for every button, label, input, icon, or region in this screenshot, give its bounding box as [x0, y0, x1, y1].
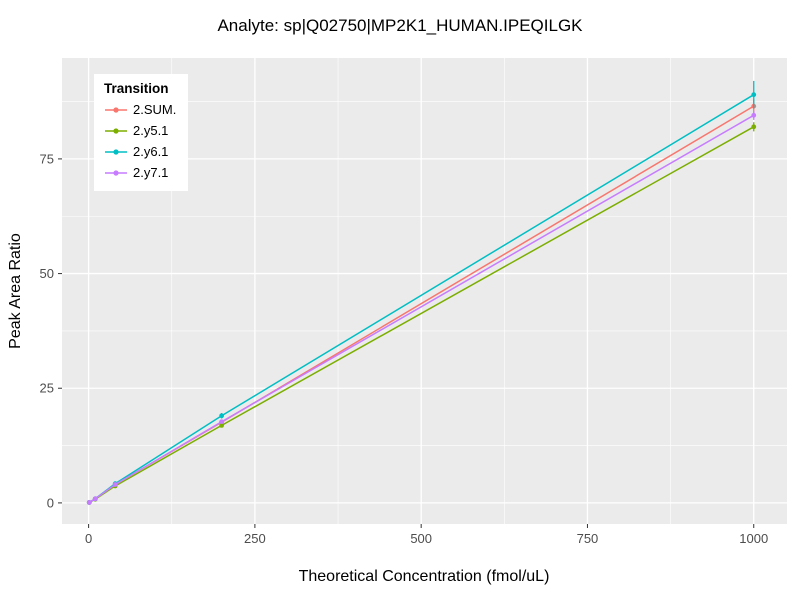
- x-axis-title: Theoretical Concentration (fmol/uL): [299, 568, 550, 585]
- data-point: [751, 124, 757, 130]
- data-point: [751, 92, 757, 98]
- data-point: [92, 496, 98, 502]
- legend-items: 2.SUM. 2.y5.1 2.y6.1 2.y7.1: [104, 99, 176, 183]
- data-point: [86, 500, 92, 505]
- y-tick-label: 50: [40, 266, 54, 281]
- y-tick-label: 25: [40, 381, 54, 396]
- legend-item: 2.y5.1: [104, 120, 176, 141]
- x-tick-label: 0: [85, 531, 92, 546]
- legend-item: 2.SUM.: [104, 99, 176, 120]
- x-tick-label: 750: [577, 531, 599, 546]
- x-tick-label: 1000: [739, 531, 768, 546]
- legend-key-icon: [105, 106, 127, 113]
- x-tick-label: 500: [410, 531, 432, 546]
- legend-item: 2.y6.1: [104, 141, 176, 162]
- y-axis-title: Peak Area Ratio: [7, 233, 24, 349]
- legend-item-label: 2.y6.1: [133, 144, 169, 159]
- legend-key-icon: [105, 148, 127, 155]
- data-point: [751, 112, 757, 118]
- chart-title: Analyte: sp|Q02750|MP2K1_HUMAN.IPEQILGK: [217, 16, 583, 35]
- data-point: [112, 482, 118, 487]
- legend-key-icon: [105, 169, 127, 176]
- legend-title: Transition: [104, 81, 169, 96]
- legend-item: 2.y7.1: [104, 162, 176, 183]
- legend-item-label: 2.y7.1: [133, 165, 169, 180]
- data-point: [219, 422, 225, 428]
- legend-key-icon: [105, 127, 127, 134]
- y-tick-label: 75: [40, 151, 54, 166]
- legend-item-label: 2.y5.1: [133, 123, 169, 138]
- data-point: [219, 419, 225, 425]
- y-tick-label: 0: [47, 495, 54, 510]
- x-tick-label: 250: [244, 531, 266, 546]
- legend-item-label: 2.SUM.: [133, 102, 177, 117]
- legend: Transition 2.SUM. 2.y5.1 2.y6.1 2.y7.1: [94, 74, 189, 191]
- data-point: [219, 413, 225, 419]
